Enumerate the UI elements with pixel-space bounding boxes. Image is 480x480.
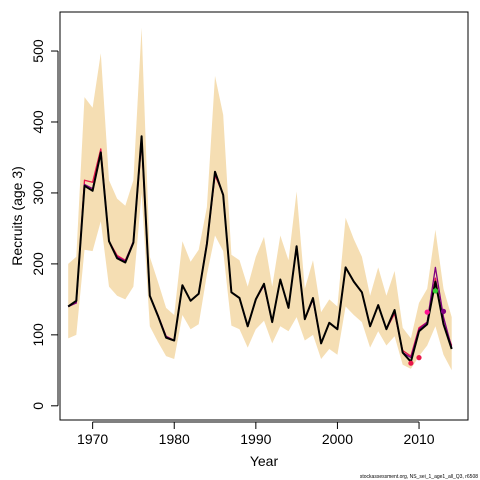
confidence-band [68, 27, 452, 371]
data-point [424, 309, 430, 315]
confidence-band-area [68, 27, 452, 371]
x-tick-label: 1980 [159, 431, 190, 447]
x-tick-label: 1990 [240, 431, 271, 447]
y-tick-label: 500 [30, 39, 46, 63]
y-axis-title: Recruits (age 3) [9, 166, 25, 266]
series-line-3 [67, 135, 453, 363]
data-point [416, 355, 422, 361]
y-tick-label: 0 [30, 402, 46, 410]
x-axis-title: Year [250, 453, 279, 469]
y-tick-label: 300 [30, 181, 46, 205]
x-axis: 1970 1980 1990 2000 2010 [77, 421, 435, 447]
plot-frame [59, 11, 469, 421]
data-point [408, 360, 414, 366]
footer-note: stockassessment.org, NS_sei_1_age1_all_Q… [360, 474, 478, 480]
y-tick-label: 200 [30, 252, 46, 276]
end-points [408, 288, 447, 366]
data-point [440, 308, 447, 314]
data-point [432, 288, 438, 294]
y-axis: 0 100 200 300 400 500 [30, 39, 59, 410]
y-tick-label: 400 [30, 110, 46, 134]
x-tick-label: 2010 [403, 431, 434, 447]
series-lines [67, 135, 453, 363]
x-tick-label: 2000 [322, 431, 353, 447]
y-tick-label: 100 [30, 323, 46, 347]
x-tick-label: 1970 [77, 431, 108, 447]
